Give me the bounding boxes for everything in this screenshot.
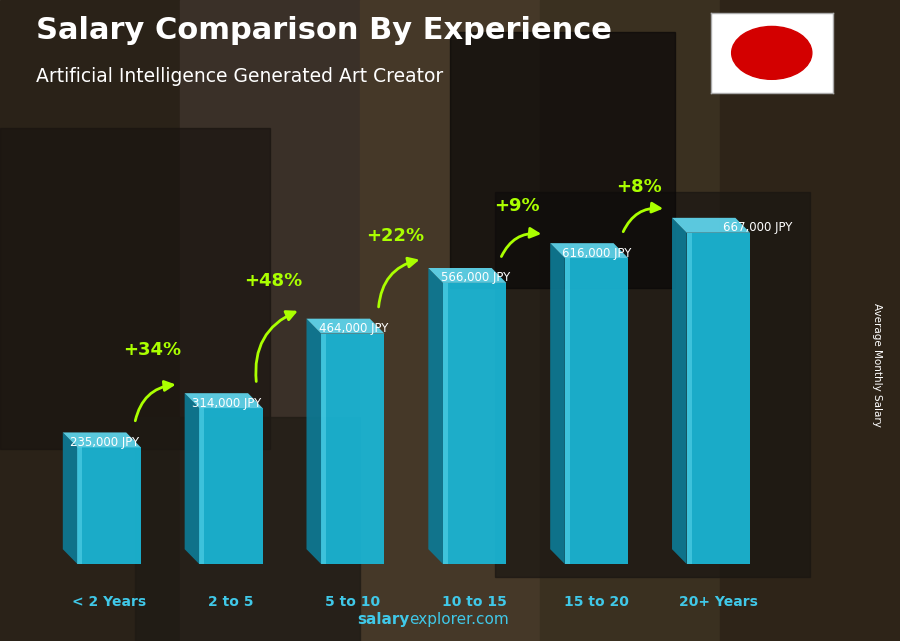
Text: 235,000 JPY: 235,000 JPY: [70, 436, 140, 449]
Text: 5 to 10: 5 to 10: [325, 595, 381, 609]
Text: Salary Comparison By Experience: Salary Comparison By Experience: [36, 16, 612, 45]
Text: +48%: +48%: [245, 272, 302, 290]
Text: 667,000 JPY: 667,000 JPY: [724, 221, 793, 234]
Text: < 2 Years: < 2 Years: [72, 595, 146, 609]
Text: +34%: +34%: [122, 342, 181, 360]
Polygon shape: [321, 333, 384, 564]
Polygon shape: [687, 233, 692, 564]
Polygon shape: [77, 447, 83, 564]
Polygon shape: [63, 433, 140, 447]
Bar: [450, 32, 675, 288]
Polygon shape: [184, 393, 199, 564]
Polygon shape: [687, 233, 750, 564]
Polygon shape: [443, 283, 448, 564]
Polygon shape: [307, 319, 384, 333]
Polygon shape: [672, 218, 750, 233]
Polygon shape: [443, 283, 507, 564]
Polygon shape: [63, 433, 77, 564]
Text: 464,000 JPY: 464,000 JPY: [319, 322, 388, 335]
Text: 314,000 JPY: 314,000 JPY: [192, 397, 261, 410]
Text: Average Monthly Salary: Average Monthly Salary: [872, 303, 883, 428]
Bar: [0, 128, 270, 449]
Polygon shape: [428, 268, 443, 564]
Text: 20+ Years: 20+ Years: [679, 595, 758, 609]
Polygon shape: [672, 218, 687, 564]
Text: 15 to 20: 15 to 20: [564, 595, 629, 609]
Polygon shape: [307, 319, 321, 564]
Polygon shape: [428, 268, 507, 283]
Bar: [540, 0, 720, 641]
Text: +22%: +22%: [366, 227, 425, 246]
Polygon shape: [565, 258, 570, 564]
Text: +8%: +8%: [616, 178, 662, 196]
Bar: [135, 417, 360, 641]
Bar: [0, 0, 180, 641]
Polygon shape: [199, 408, 263, 564]
Polygon shape: [550, 243, 565, 564]
Bar: [360, 0, 540, 641]
Polygon shape: [550, 243, 628, 258]
Bar: [495, 192, 810, 577]
Polygon shape: [184, 393, 263, 408]
Bar: [180, 0, 360, 641]
Polygon shape: [77, 447, 140, 564]
Text: 2 to 5: 2 to 5: [208, 595, 254, 609]
Text: Artificial Intelligence Generated Art Creator: Artificial Intelligence Generated Art Cr…: [36, 67, 443, 87]
Text: +9%: +9%: [494, 197, 540, 215]
Bar: [720, 0, 900, 641]
Text: 566,000 JPY: 566,000 JPY: [440, 271, 509, 285]
Circle shape: [732, 26, 812, 79]
Text: salary: salary: [357, 612, 410, 627]
Polygon shape: [565, 258, 628, 564]
Text: 616,000 JPY: 616,000 JPY: [562, 247, 632, 260]
Polygon shape: [199, 408, 204, 564]
Text: explorer.com: explorer.com: [410, 612, 509, 627]
Text: 10 to 15: 10 to 15: [442, 595, 507, 609]
Polygon shape: [321, 333, 326, 564]
